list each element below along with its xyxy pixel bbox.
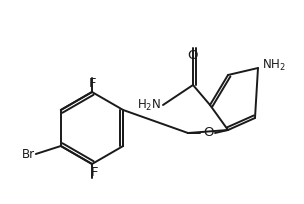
Text: NH$_2$: NH$_2$ [262,58,286,73]
Text: O: O [188,49,198,62]
Text: F: F [88,77,96,90]
Text: O: O [203,126,213,140]
Text: H$_2$N: H$_2$N [137,98,161,113]
Text: Br: Br [22,147,35,161]
Text: F: F [90,166,98,179]
